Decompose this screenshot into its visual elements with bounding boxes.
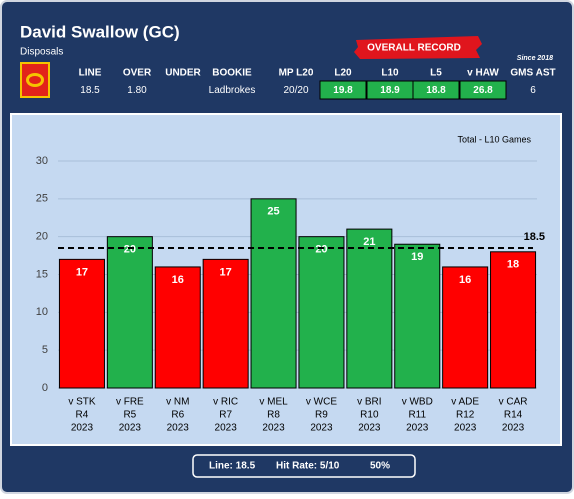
bar (154, 266, 201, 389)
x-tick-label: R12 (456, 410, 475, 421)
footer-line: Line: 18.5 (209, 461, 256, 472)
stat-value: 18.8 (426, 85, 446, 96)
x-tick-label: 2023 (262, 423, 285, 434)
x-tick-label: R10 (360, 410, 379, 421)
x-tick-label: 2023 (406, 423, 429, 434)
x-tick-label: 2023 (167, 423, 190, 434)
bar-value-label: 17 (220, 266, 232, 278)
badge-shape (354, 36, 482, 59)
stat-header: L20 (334, 68, 352, 79)
team-logo (20, 62, 50, 98)
x-tick-label: R9 (315, 410, 328, 421)
bar (394, 243, 441, 389)
bar-value-label: 16 (172, 274, 184, 286)
chart-annotation: Total - L10 Games (457, 134, 531, 144)
stat-cell (459, 80, 507, 100)
stat-header: LINE (79, 68, 102, 79)
bar (58, 258, 105, 389)
stat-value: 20/20 (283, 85, 308, 96)
stat-type: Disposals (20, 47, 63, 58)
stat-cell (412, 80, 460, 100)
x-tick-label: v MEL (259, 397, 288, 408)
x-tick-label: v STK (68, 397, 96, 408)
x-tick-label: v BRI (357, 397, 381, 408)
stat-header: OVER (123, 68, 152, 79)
bar-value-label: 20 (315, 244, 327, 256)
bar-value-label: 18 (507, 259, 519, 271)
stat-value: 26.8 (473, 85, 493, 96)
x-tick-label: 2023 (502, 423, 525, 434)
y-tick-label: 0 (42, 382, 48, 394)
bar (250, 198, 297, 389)
x-tick-label: v ADE (451, 397, 479, 408)
x-tick-label: v WBD (402, 397, 433, 408)
stat-value: Ladbrokes (209, 85, 256, 96)
bar (202, 258, 249, 389)
x-tick-label: R14 (504, 410, 523, 421)
footer-box (192, 454, 416, 478)
stat-value: 18.5 (80, 85, 100, 96)
bar (490, 251, 537, 389)
stat-header: UNDER (165, 68, 201, 79)
x-tick-label: 2023 (119, 423, 142, 434)
x-tick-label: R7 (219, 410, 232, 421)
stats-table: LINE 18.5 OVER 1.80 UNDER BOOKIE Ladbrokes MP L… (79, 68, 556, 100)
bar-value-label: 25 (267, 206, 279, 218)
bar-value-label: 19 (411, 251, 423, 263)
x-tick-label: R11 (408, 410, 426, 421)
reference-label: 18.5 (524, 231, 545, 243)
bar (346, 228, 393, 389)
footer-hit-rate: Hit Rate: 5/10 (276, 461, 340, 472)
stat-value: 19.8 (333, 85, 353, 96)
stat-header: BOOKIE (212, 68, 252, 79)
x-tick-label: 2023 (454, 423, 477, 434)
x-tick-label: v CAR (499, 397, 528, 408)
bar-value-label: 21 (363, 236, 375, 248)
player-name: David Swallow (GC) (20, 22, 180, 41)
bar (106, 236, 153, 389)
since-label: Since 2018 (517, 55, 553, 62)
stat-header: L5 (430, 68, 442, 79)
x-tick-label: v WCE (306, 397, 337, 408)
x-tick-label: v RIC (213, 397, 238, 408)
y-tick-label: 20 (36, 231, 48, 243)
x-tick-label: v NM (166, 397, 189, 408)
x-tick-label: 2023 (71, 423, 94, 434)
bar-value-label: 17 (76, 266, 88, 278)
x-tick-label: 2023 (310, 423, 333, 434)
x-tick-label: R8 (267, 410, 280, 421)
bar (298, 236, 345, 389)
x-tick-label: R4 (76, 410, 89, 421)
x-tick-label: 2023 (358, 423, 381, 434)
badge-text: OVERALL RECORD (367, 43, 461, 54)
stat-cell (319, 80, 367, 100)
x-tick-label: v FRE (116, 397, 144, 408)
y-tick-label: 5 (42, 344, 48, 356)
y-tick-label: 10 (36, 306, 48, 318)
stat-value: 1.80 (127, 85, 147, 96)
stat-header: v HAW (467, 68, 499, 79)
bar-value-label: 20 (124, 244, 136, 256)
y-tick-label: 25 (36, 193, 48, 205)
y-tick-label: 30 (36, 155, 48, 167)
footer-percent: 50% (370, 461, 390, 472)
y-tick-label: 15 (36, 268, 48, 280)
stat-header: GMS AST (510, 68, 555, 79)
stat-value: 18.9 (380, 85, 400, 96)
x-tick-label: R6 (171, 410, 184, 421)
x-tick-label: R5 (123, 410, 136, 421)
stat-header: MP L20 (279, 68, 314, 79)
bar (442, 266, 489, 389)
bar-value-label: 16 (459, 274, 471, 286)
stat-header: L10 (381, 68, 399, 79)
chart: 0 5 10 15 20 25 30 17 v STK R4 2023 20 v FRE R5 2023 16… (36, 155, 545, 434)
stat-value: 6 (530, 85, 536, 96)
x-tick-label: 2023 (215, 423, 238, 434)
